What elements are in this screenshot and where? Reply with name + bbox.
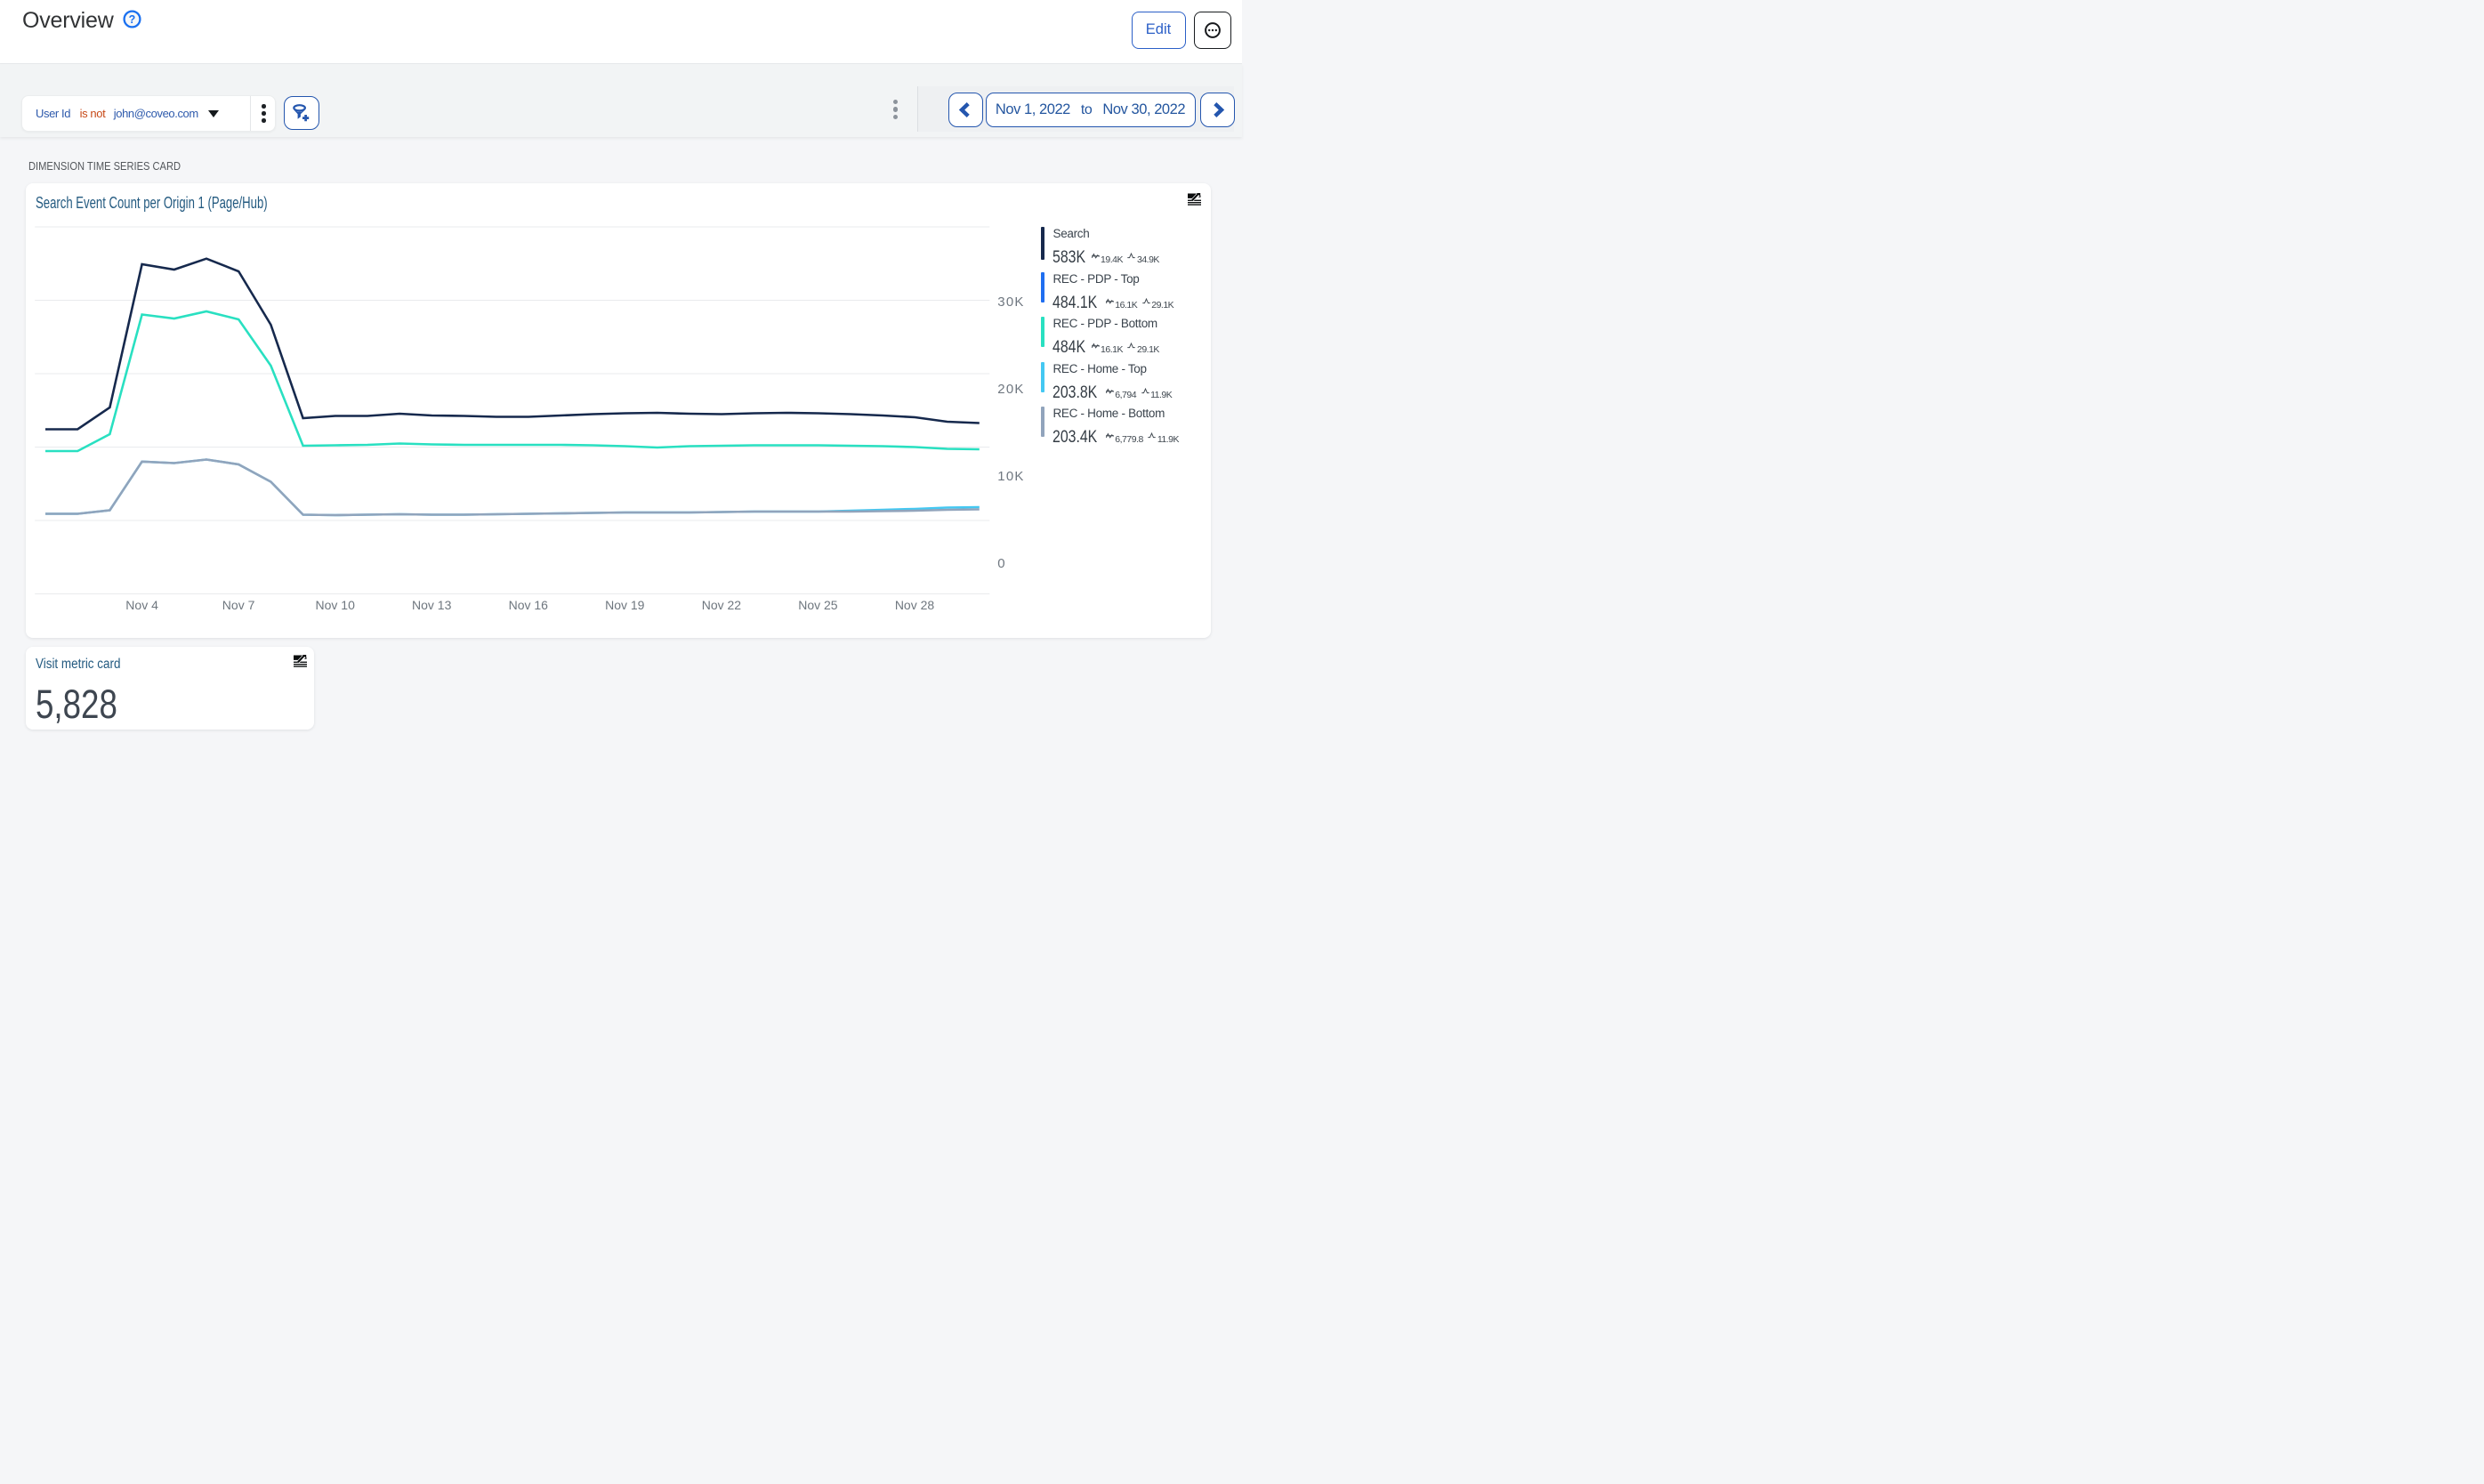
svg-text:?: ?: [129, 13, 136, 26]
svg-text:Nov 16: Nov 16: [508, 598, 548, 612]
svg-text:Nov 22: Nov 22: [701, 598, 741, 612]
svg-text:20K: 20K: [997, 382, 1024, 397]
svg-text:Nov 19: Nov 19: [605, 598, 645, 612]
svg-text:Nov 28: Nov 28: [895, 598, 935, 612]
svg-text:Nov 25: Nov 25: [798, 598, 838, 612]
svg-text:Nov 7: Nov 7: [222, 598, 254, 612]
svg-text:Nov 4: Nov 4: [125, 598, 158, 612]
svg-text:10K: 10K: [997, 469, 1024, 484]
svg-text:Nov 10: Nov 10: [315, 598, 355, 612]
svg-text:30K: 30K: [997, 294, 1024, 310]
svg-text:Nov 13: Nov 13: [412, 598, 452, 612]
svg-text:0: 0: [997, 556, 1006, 571]
